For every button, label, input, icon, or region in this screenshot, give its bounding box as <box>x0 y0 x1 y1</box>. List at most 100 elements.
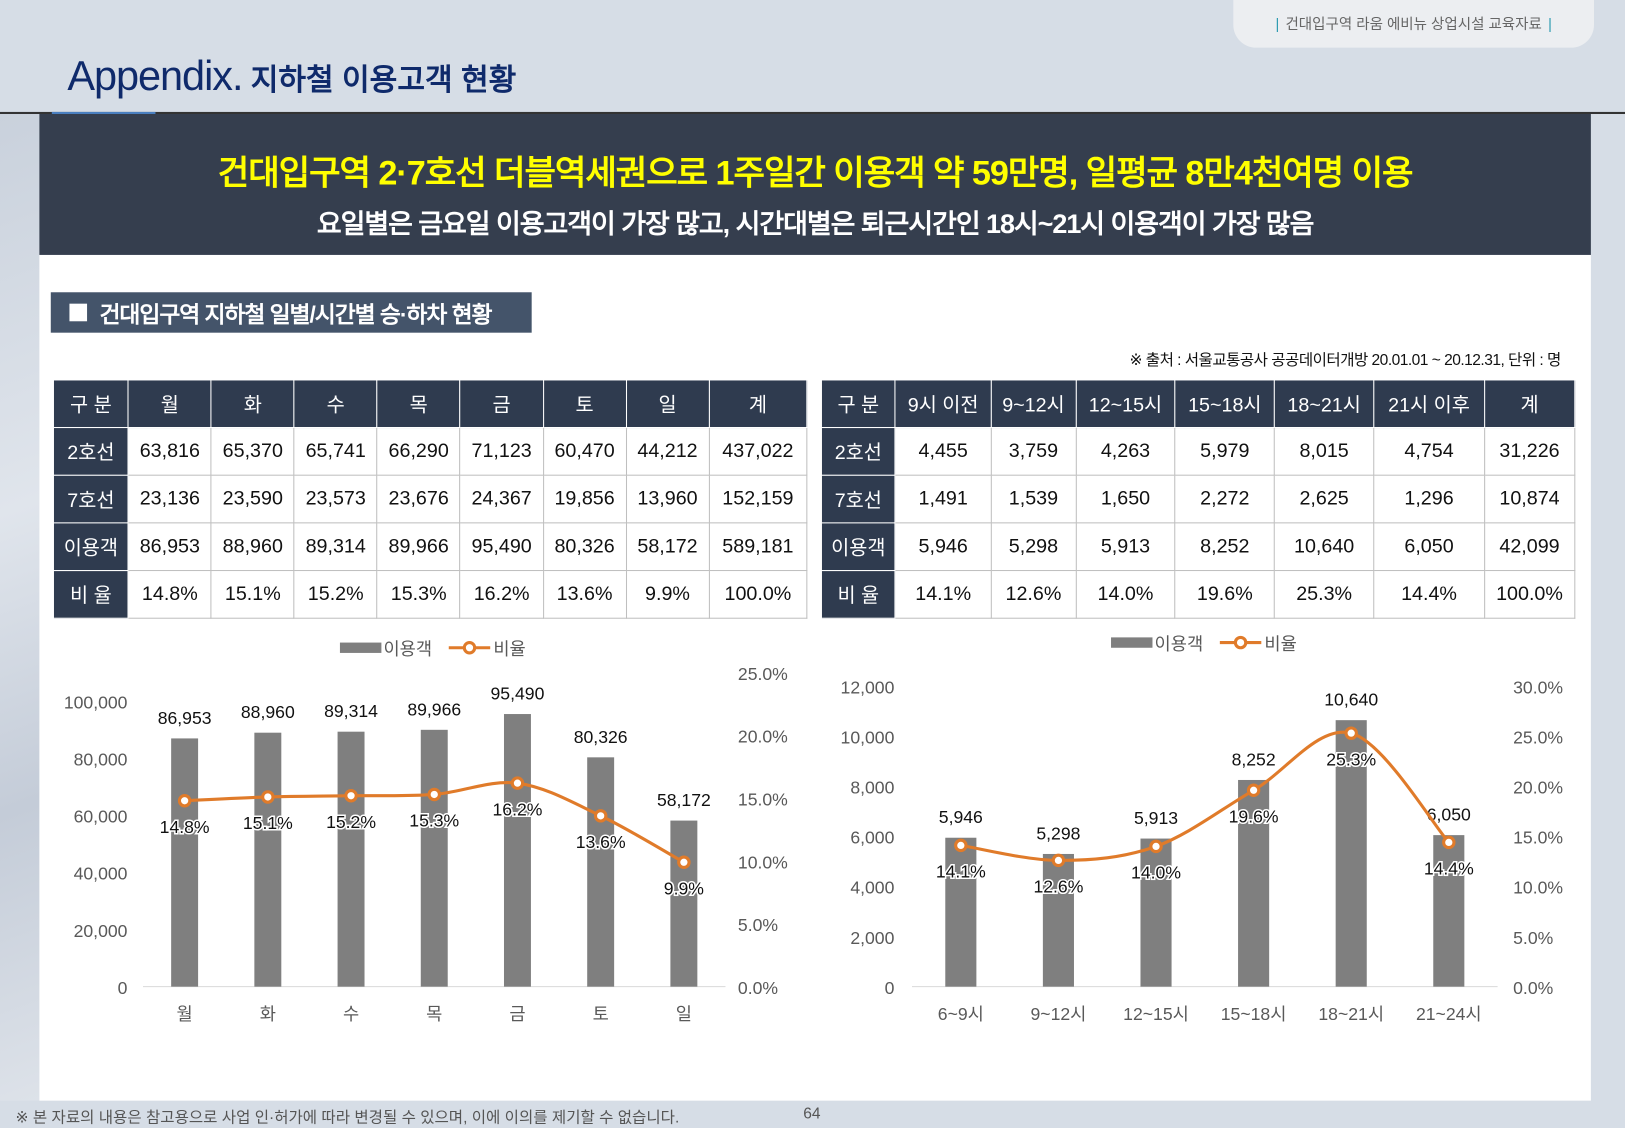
y2-tick-label: 10.0% <box>738 852 788 872</box>
table-cell: 89,314 <box>293 522 378 572</box>
legend-label-users: 이용객 <box>1155 634 1204 654</box>
bar <box>337 731 365 987</box>
table-header-row: 구 분 9시 이전 9~12시 12~15시 15~18시 18~21시 21시 이후 계 <box>820 379 1576 429</box>
ratio-value-label: 15.3% <box>409 811 459 831</box>
bar <box>503 714 531 987</box>
y-tick-label: 10,000 <box>841 727 895 747</box>
x-tick-label: 수 <box>343 1004 359 1024</box>
row-header: 비 율 <box>820 570 896 619</box>
table-cell: 15.1% <box>210 570 295 619</box>
column-header: 일 <box>625 379 710 429</box>
bar <box>420 729 448 987</box>
ratio-point <box>1442 835 1456 850</box>
legend-marker <box>1233 635 1248 650</box>
ratio-point <box>344 788 358 803</box>
ratio-value-label: 9.9% <box>664 878 704 898</box>
y-tick-label: 0 <box>118 978 128 998</box>
bar-value-label: 10,640 <box>1324 690 1378 710</box>
ratio-point <box>1149 839 1163 854</box>
table-cell: 5,946 <box>894 522 992 572</box>
ratio-point <box>593 809 608 823</box>
table-cell: 5,298 <box>990 522 1077 572</box>
table-cell: 31,226 <box>1483 426 1576 476</box>
section-header: 건대입구역 지하철 일별/시간별 승·하차 현황 <box>50 292 532 333</box>
row-header: 비 율 <box>52 570 129 619</box>
row-header: 2호선 <box>52 426 129 476</box>
column-header: 토 <box>542 379 627 429</box>
table-cell: 589,181 <box>708 522 808 572</box>
bar-value-label: 80,326 <box>574 727 628 747</box>
table-cell: 5,913 <box>1075 522 1176 572</box>
ratio-point <box>510 776 525 790</box>
y-tick-label: 6,000 <box>850 828 894 848</box>
ratio-value-label: 14.0% <box>1131 863 1181 883</box>
y-tick-label: 4,000 <box>850 878 894 898</box>
table-cell: 1,491 <box>894 474 992 524</box>
table-cell: 71,123 <box>459 426 544 476</box>
y2-tick-label: 20.0% <box>738 727 788 747</box>
bar-value-label: 86,953 <box>158 708 212 728</box>
table-cell: 58,172 <box>625 522 710 572</box>
x-tick-label: 월 <box>177 1004 193 1024</box>
document-tag: | 건대입구역 라움 에비뉴 상업시설 교육자료 | <box>1233 0 1594 48</box>
x-tick-label: 15~18시 <box>1221 1004 1287 1024</box>
table-cell: 25.3% <box>1273 570 1375 619</box>
table-cell: 4,754 <box>1373 426 1485 476</box>
x-tick-label: 토 <box>593 1004 609 1024</box>
bar <box>1335 720 1367 987</box>
column-header: 구 분 <box>820 379 896 429</box>
column-header: 계 <box>1483 379 1576 429</box>
y-tick-label: 60,000 <box>74 807 128 827</box>
table-cell: 8,015 <box>1273 426 1375 476</box>
row-header: 이용객 <box>52 522 129 572</box>
x-tick-label: 21~24시 <box>1416 1004 1482 1024</box>
y2-tick-label: 30.0% <box>1513 677 1563 697</box>
table-cell: 3,759 <box>990 426 1077 476</box>
y2-tick-label: 25.0% <box>1513 727 1563 747</box>
column-header: 12~15시 <box>1075 379 1176 429</box>
table-cell: 6,050 <box>1373 522 1485 572</box>
legend-label-ratio: 비율 <box>493 639 525 659</box>
bar-value-label: 8,252 <box>1232 749 1276 769</box>
table-cell: 4,455 <box>894 426 992 476</box>
daily-table: 구 분 월 화 수 목 금 토 일 계 2호선 63,816 65,370 65,741 66,290 71… <box>52 379 808 619</box>
page-title: Appendix. 지하철 이용고객 현황 <box>67 54 516 101</box>
bar <box>1042 853 1074 987</box>
table-cell: 100.0% <box>708 570 808 619</box>
table-cell: 63,816 <box>127 426 212 476</box>
row-header: 7호선 <box>52 474 129 524</box>
column-header: 18~21시 <box>1273 379 1375 429</box>
bar-value-label: 6,050 <box>1427 805 1471 825</box>
x-tick-label: 일 <box>676 1004 692 1024</box>
table-row: 7호선 1,491 1,539 1,650 2,272 2,625 1,296 10,874 <box>820 474 1576 524</box>
column-header: 화 <box>210 379 295 429</box>
table-cell: 24,367 <box>459 474 544 524</box>
table-cell: 44,212 <box>625 426 710 476</box>
bar-value-label: 5,913 <box>1134 808 1178 828</box>
table-row: 7호선 23,136 23,590 23,573 23,676 24,367 19,856 1… <box>52 474 808 524</box>
bar-value-label: 89,314 <box>324 701 378 721</box>
summary-banner: 건대입구역 2·7호선 더블역세권으로 1주일간 이용객 약 59만명, 일평균… <box>39 114 1591 255</box>
table-cell: 19,856 <box>542 474 627 524</box>
table-row: 2호선 63,816 65,370 65,741 66,290 71,123 60,470 4… <box>52 426 808 476</box>
y2-tick-label: 10.0% <box>1513 878 1563 898</box>
y-tick-label: 0 <box>885 978 895 998</box>
table-cell: 42,099 <box>1483 522 1576 572</box>
hourly-chart: 이용객 비율 0 2,000 4,000 6,000 8,000 10,000 12,000 0.… <box>841 634 1564 1024</box>
y-tick-label: 8,000 <box>850 778 894 798</box>
table-cell: 4,263 <box>1075 426 1176 476</box>
bar-value-label: 88,960 <box>241 702 295 722</box>
column-header: 수 <box>293 379 378 429</box>
y2-tick-label: 25.0% <box>738 664 788 684</box>
column-header: 금 <box>459 379 544 429</box>
table-cell: 1,296 <box>1373 474 1485 524</box>
x-tick-label: 18~21시 <box>1318 1004 1384 1024</box>
table-cell: 19.6% <box>1174 570 1275 619</box>
legend-bar-swatch <box>1111 637 1153 648</box>
ratio-value-label: 25.3% <box>1326 749 1376 769</box>
y2-tick-label: 15.0% <box>738 789 788 809</box>
bar <box>945 837 977 987</box>
ratio-value-label: 14.1% <box>936 862 986 882</box>
